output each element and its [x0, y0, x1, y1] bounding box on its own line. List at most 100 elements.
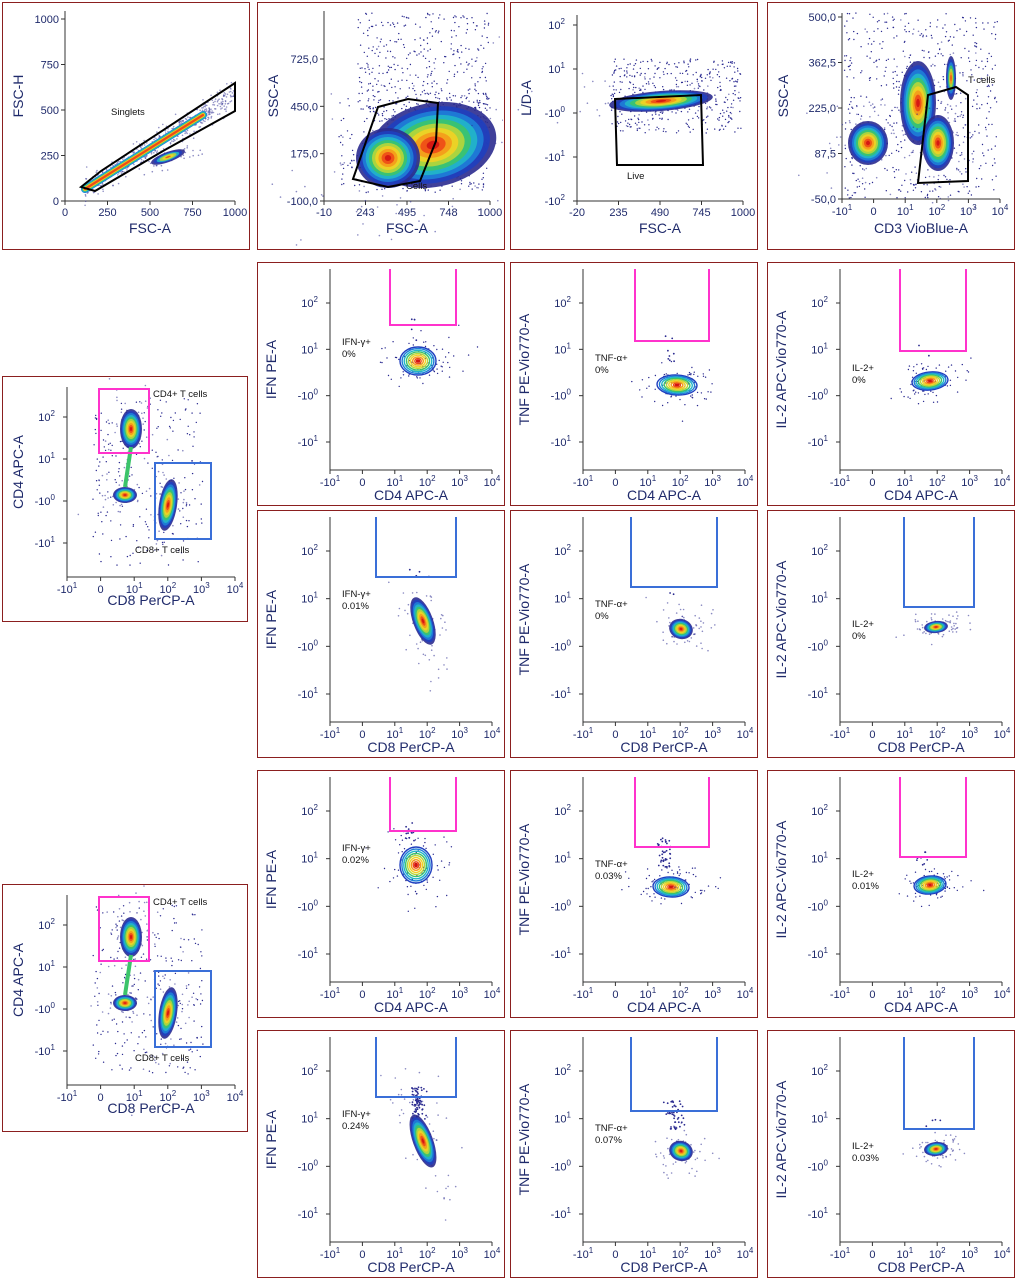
- event-dot: [931, 870, 933, 873]
- cytokine-gate[interactable]: [899, 777, 967, 858]
- event-dot: [701, 630, 704, 633]
- event-dot: [198, 484, 201, 486]
- event-dot: [627, 125, 629, 128]
- density-band: [84, 114, 204, 190]
- live-gate[interactable]: [613, 93, 705, 166]
- event-dot: [115, 481, 117, 484]
- y-tick-label: 0: [53, 196, 59, 208]
- cd8-gate[interactable]: [154, 462, 212, 540]
- cytokine-gate[interactable]: [899, 269, 967, 352]
- event-dot: [663, 73, 665, 76]
- event-dot: [967, 614, 970, 617]
- cytokine-gate[interactable]: [634, 269, 710, 342]
- event-dot: [107, 491, 109, 493]
- cytokine-gate[interactable]: [634, 777, 710, 848]
- cells-gate[interactable]: [351, 97, 440, 189]
- event-dot: [697, 117, 700, 119]
- cytokine-gate[interactable]: [389, 777, 457, 832]
- event-dot: [416, 1091, 419, 1094]
- event-dot: [649, 895, 651, 898]
- event-dot: [412, 344, 414, 346]
- event-dot: [411, 1101, 414, 1103]
- cytokine-gate[interactable]: [375, 1037, 457, 1098]
- event-dot: [957, 615, 959, 617]
- event-dot: [881, 47, 883, 50]
- event-dot: [676, 66, 679, 68]
- event-dot: [700, 892, 703, 894]
- event-dot: [125, 964, 127, 966]
- y-tick-label: -100: [35, 1001, 56, 1016]
- plot-svg: -1010101102103104-50,087,5225,0362,5500,…: [775, 12, 1009, 236]
- event-dot: [634, 63, 637, 65]
- event-dot: [199, 109, 201, 112]
- cytokine-gate[interactable]: [375, 517, 457, 578]
- event-dot: [368, 68, 370, 71]
- event-dot: [432, 876, 434, 878]
- event-dot: [197, 943, 199, 946]
- cd4-gate[interactable]: [98, 388, 150, 454]
- event-dot: [469, 88, 471, 90]
- event-dot: [986, 58, 988, 60]
- event-dot: [994, 38, 997, 40]
- cd8-gate[interactable]: [154, 970, 212, 1048]
- event-dot: [994, 97, 996, 100]
- event-dot: [695, 624, 698, 627]
- event-dot: [145, 523, 147, 525]
- event-dot: [885, 154, 887, 157]
- y-tick-label: 102: [554, 803, 571, 818]
- event-dot: [474, 29, 477, 31]
- event-dot: [644, 78, 646, 80]
- cytokine-gate[interactable]: [903, 517, 975, 608]
- event-dot: [683, 62, 685, 64]
- event-dot: [201, 522, 203, 524]
- event-dot: [725, 96, 727, 99]
- event-dot: [978, 185, 980, 188]
- event-dot: [928, 51, 930, 53]
- cd4-gate[interactable]: [98, 896, 150, 962]
- gate-label: TNF-α+: [595, 353, 628, 364]
- event-dot: [846, 32, 848, 34]
- t-cells-gate[interactable]: [916, 85, 969, 185]
- event-dot: [900, 84, 902, 86]
- event-dot: [462, 370, 464, 372]
- event-dot: [964, 97, 967, 100]
- event-dot: [703, 398, 706, 400]
- event-dot: [662, 609, 665, 611]
- event-dot: [876, 66, 878, 68]
- event-dot: [453, 30, 455, 32]
- event-dot: [406, 612, 409, 615]
- event-dot: [165, 1071, 167, 1074]
- event-dot: [697, 375, 699, 377]
- cytokine-gate[interactable]: [389, 269, 457, 326]
- event-dot: [346, 130, 349, 132]
- event-dot: [858, 185, 861, 188]
- event-dot: [184, 1022, 187, 1025]
- event-dot: [733, 81, 735, 83]
- event-dot: [704, 376, 707, 378]
- event-dot: [954, 118, 956, 120]
- singlets-gate[interactable]: [78, 81, 236, 193]
- event-dot: [644, 72, 646, 75]
- event-dot: [179, 1000, 181, 1002]
- event-dot: [941, 635, 944, 638]
- event-dot: [665, 865, 668, 868]
- event-dot: [687, 63, 689, 65]
- event-dot: [372, 85, 374, 87]
- cell-population: [365, 822, 453, 912]
- event-dot: [181, 1010, 183, 1013]
- event-dot: [934, 613, 936, 615]
- event-dot: [357, 63, 359, 65]
- event-dot: [660, 903, 662, 905]
- event-dot: [394, 86, 396, 88]
- event-dot: [583, 86, 586, 88]
- event-dot: [419, 1099, 422, 1102]
- event-dot: [156, 911, 159, 913]
- event-dot: [138, 900, 140, 903]
- event-dot: [199, 149, 201, 152]
- event-dot: [880, 104, 882, 106]
- cytokine-gate[interactable]: [630, 517, 718, 588]
- event-dot: [397, 869, 400, 871]
- event-dot: [126, 169, 128, 171]
- event-dot: [186, 1061, 189, 1063]
- x-tick-label: 102: [928, 203, 945, 218]
